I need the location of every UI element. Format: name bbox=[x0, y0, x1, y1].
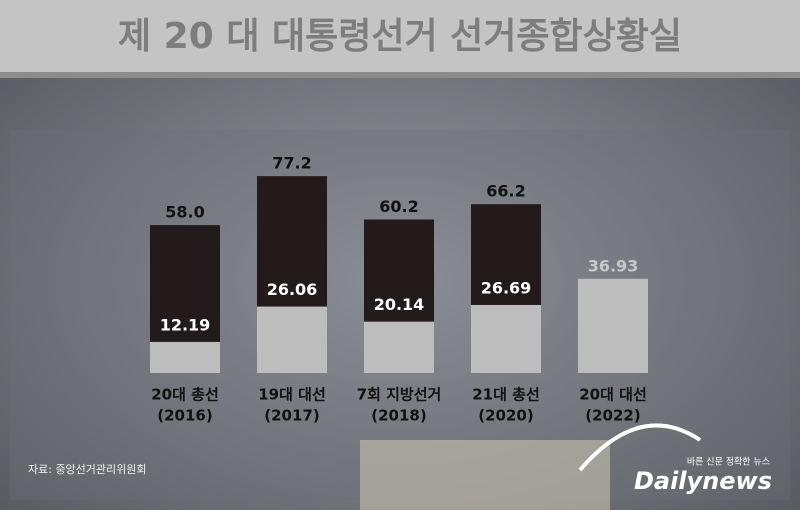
logo-swoosh bbox=[578, 423, 702, 472]
source: 자료: 중앙선거관리위원회 bbox=[28, 463, 147, 476]
banner-panel bbox=[0, 0, 800, 72]
x-tick-label: 19대 대선 bbox=[258, 386, 326, 404]
early-bar bbox=[150, 341, 220, 373]
logo-name: Dailynews bbox=[634, 467, 772, 495]
x-tick-label: 7회 지방선거 bbox=[357, 386, 442, 404]
x-tick-label: 20대 대선 bbox=[579, 386, 647, 404]
logo-slogan: 바른 신문 정확한 뉴스 bbox=[687, 456, 770, 468]
banner-text: 제 20 대 대통령선거 선거종합상황실 bbox=[118, 16, 682, 57]
early-bar bbox=[257, 306, 327, 373]
total-label: 77.2 bbox=[272, 154, 311, 173]
early-bar bbox=[364, 321, 434, 373]
early-bar bbox=[578, 278, 648, 373]
early-label: 12.19 bbox=[160, 315, 211, 334]
x-tick-label: (2016) bbox=[157, 407, 212, 425]
x-tick-label: (2020) bbox=[478, 407, 533, 425]
early-bar bbox=[471, 304, 541, 373]
total-label: 58.0 bbox=[165, 203, 204, 222]
x-tick-label: (2022) bbox=[585, 407, 640, 425]
total-label: 60.2 bbox=[379, 197, 418, 216]
early-label: 36.93 bbox=[588, 256, 639, 275]
early-label: 20.14 bbox=[374, 295, 425, 314]
banner-edge bbox=[0, 72, 800, 78]
x-tick-label: (2017) bbox=[264, 407, 319, 425]
x-tick-label: 20대 총선 bbox=[151, 386, 219, 404]
early-label: 26.06 bbox=[267, 280, 318, 299]
x-tick-label: 21대 총선 bbox=[472, 386, 540, 404]
ballot-box bbox=[360, 440, 610, 510]
total-label: 66.2 bbox=[486, 182, 525, 201]
x-tick-label: (2018) bbox=[371, 407, 426, 425]
early-label: 26.69 bbox=[481, 278, 532, 297]
